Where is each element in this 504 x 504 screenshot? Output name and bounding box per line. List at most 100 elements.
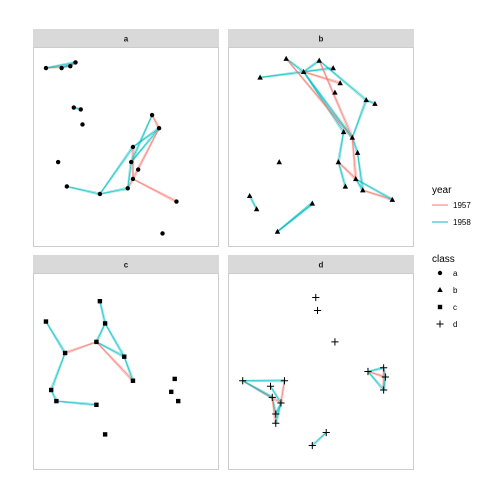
edge-line-1958 [45,60,76,68]
edge-line-1958 [96,323,106,343]
edge-line-1958 [303,71,344,133]
panel-background [33,47,219,247]
edge-line-1957 [96,341,134,382]
legend-label-1957: 1957 [453,201,471,210]
node-point [68,63,73,69]
edge-line-1958 [351,99,367,138]
edge-line-1958 [66,186,100,196]
edge-line-1958 [269,386,281,404]
node-point [272,419,280,427]
edge-line-1958 [127,161,132,189]
edge-line-1957 [337,162,356,181]
edge-line-1958 [99,146,134,195]
edge-line-1957 [285,58,352,139]
node-point [335,159,342,165]
node-point [322,428,330,437]
edge-line-1957 [318,60,353,138]
node-point [125,186,130,191]
facet-strip [228,29,414,47]
node-point [48,387,54,393]
edge-line-1958 [46,321,67,353]
edge-line-1958 [277,204,314,233]
edge-line-1958 [312,432,327,447]
edge-line-1958 [133,128,160,148]
node-point [176,398,181,404]
node-point [135,167,141,172]
node-point [55,159,61,165]
edge-line-1958 [124,356,135,381]
edge-line-1958 [351,137,358,153]
legend-key-square-icon [437,304,443,310]
legend-label-class-c: c [453,303,457,312]
edge-line-1958 [366,99,376,104]
edge-line-1958 [286,57,305,72]
edge-line-1958 [352,137,360,153]
edge-line-1957 [362,189,393,201]
edge-line-1958 [131,115,153,163]
node-point [130,378,136,383]
legend-key-plus-icon [436,320,444,328]
edge-line-1958 [99,147,135,195]
node-point [80,122,85,127]
edge-line-1958 [99,186,128,194]
legend-label-1958: 1958 [453,218,471,227]
edge-line-1958 [367,367,384,372]
edge-line-1957 [281,380,286,404]
edge-line-1958 [96,341,125,358]
edge-line-1958 [130,114,153,163]
edge-line-1957 [271,397,277,424]
node-point [277,399,285,407]
node-point [169,389,174,395]
edge-line-1958 [129,114,153,162]
edge-line-1958 [274,402,281,424]
node-point [253,206,260,212]
edge-line-1958 [56,401,97,407]
edge-line-1958 [357,152,365,191]
edge-line-1958 [49,352,66,390]
edge-line-1957 [133,146,135,179]
edge-line-1958 [303,67,334,73]
node-point [73,60,78,65]
node-point [360,187,366,193]
facet-strip-label: b [319,35,324,44]
node-point [364,367,372,376]
node-point [342,183,349,189]
node-point [331,338,339,346]
node-point [130,144,136,150]
edge-line-1957 [65,341,97,355]
edge-line-1958 [260,72,304,79]
edge-line-1958 [270,386,282,404]
edge-line-1958 [130,127,159,162]
edge-line-1958 [356,152,362,191]
edge-line-1958 [96,341,126,356]
edge-line-1958 [368,370,385,390]
edge-line-1957 [279,380,285,403]
edge-line-1957 [303,70,341,83]
node-point [309,200,316,206]
node-point [130,176,136,182]
edge-line-1958 [242,379,274,397]
edge-line-1958 [132,126,159,147]
edge-line-1958 [45,321,66,354]
node-point [239,377,247,385]
edge-line-1958 [123,356,133,382]
edge-line-1958 [303,71,354,138]
edge-line-1958 [337,162,345,187]
panel-background [228,47,414,247]
node-point [380,386,388,394]
node-point [349,134,356,140]
node-point [129,159,134,165]
node-point [174,199,179,204]
node-point [97,299,103,304]
node-point [312,293,320,302]
node-point [300,68,307,74]
edge-line-1958 [303,71,353,138]
edge-line-1958 [276,202,312,232]
edge-line-1958 [242,380,272,399]
edge-line-1958 [318,60,366,102]
facet-panel-a: a [33,29,219,247]
node-point [156,126,162,131]
edge-line-1958 [56,400,97,405]
edge-line-1958 [99,189,129,195]
